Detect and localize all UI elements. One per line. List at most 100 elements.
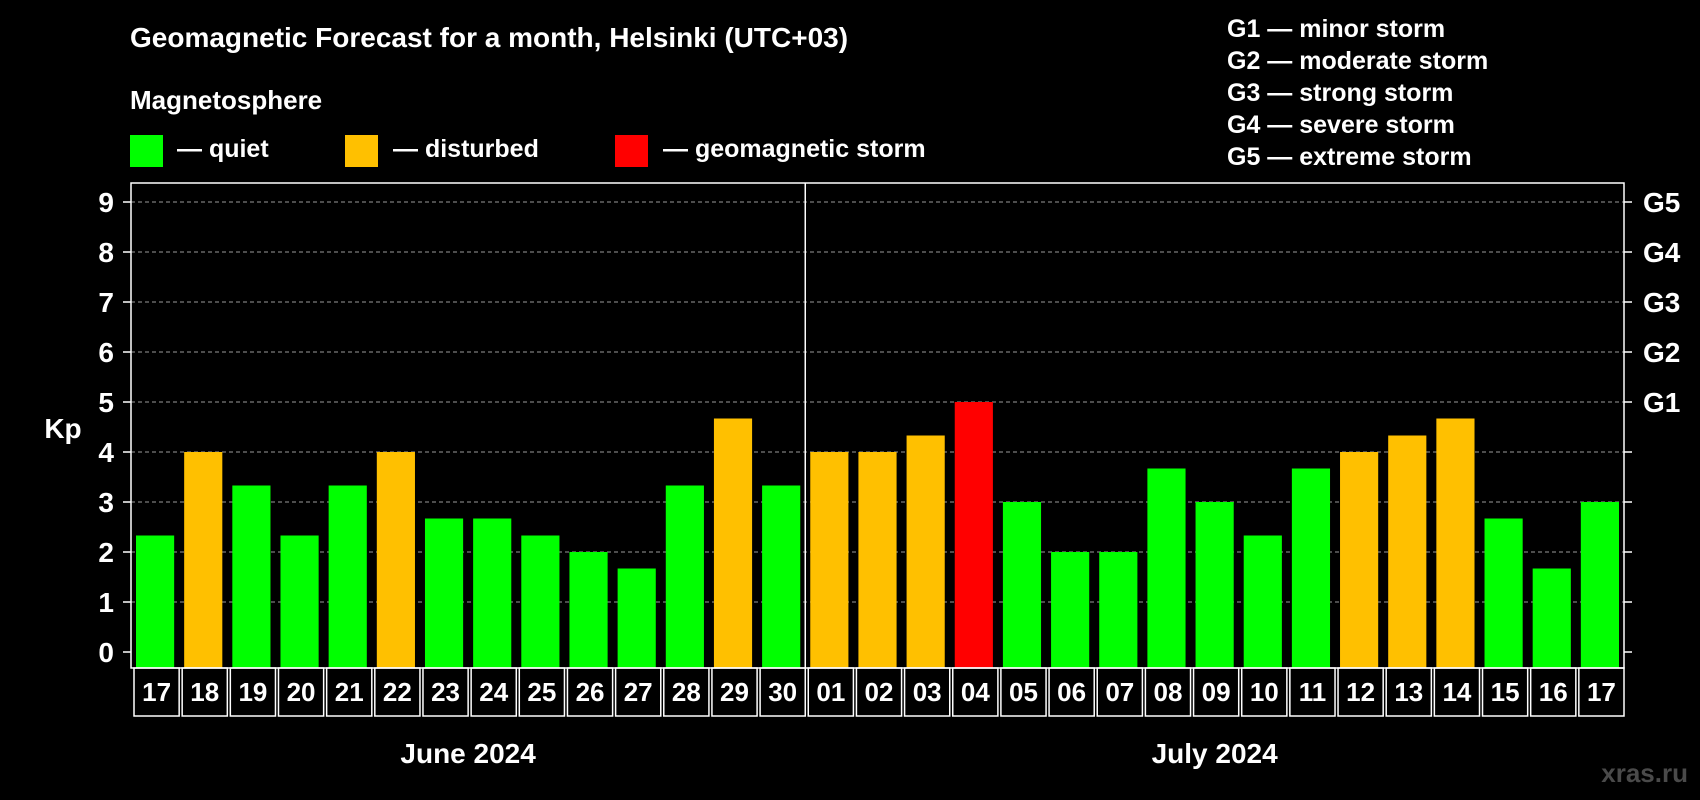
- day-label: 22: [383, 677, 412, 707]
- day-label: 09: [1202, 677, 1231, 707]
- day-label-cell: [807, 667, 855, 717]
- y-tick-label: 6: [98, 337, 114, 368]
- month-label: July 2024: [1152, 738, 1279, 769]
- day-label: 04: [961, 677, 990, 707]
- day-label-cell: [1048, 667, 1095, 717]
- bar: [1243, 535, 1282, 668]
- day-label-cell: [1433, 667, 1481, 717]
- day-label-cell: [133, 667, 180, 717]
- legend-label-disturbed: — disturbed: [393, 135, 539, 163]
- bar: [1580, 502, 1619, 668]
- bars: [136, 402, 1619, 668]
- legend-swatch-quiet: [130, 135, 163, 167]
- day-label-cell: [711, 667, 758, 717]
- day-label: 03: [913, 677, 942, 707]
- bar: [1484, 518, 1523, 668]
- day-labels: 17 18 19 20 21 22 23 24 25 26 27 28 29 30 01 02 03 04 05 06…: [133, 667, 1625, 717]
- day-label-cell: [1240, 667, 1288, 717]
- bar: [1388, 435, 1427, 668]
- storm-level-g5: G5 — extreme storm: [1227, 143, 1472, 171]
- bar: [954, 402, 993, 668]
- legend-label-storm: — geomagnetic storm: [663, 135, 926, 163]
- day-label: 02: [865, 677, 894, 707]
- y-tick-label: 0: [98, 637, 114, 668]
- day-label: 25: [527, 677, 556, 707]
- day-label-cell: [1289, 667, 1336, 717]
- storm-level-g2: G2 — moderate storm: [1227, 47, 1488, 75]
- day-label: 20: [287, 677, 316, 707]
- legend-swatch-storm: [615, 135, 648, 167]
- watermark: xras.ru: [1601, 758, 1688, 788]
- bar: [1340, 452, 1379, 668]
- y-tick-label: 9: [98, 187, 114, 218]
- day-label-cell: [1337, 667, 1384, 717]
- day-label-cell: [759, 667, 807, 717]
- month-labels: June 2024 July 2024: [400, 738, 1278, 769]
- bar: [1195, 502, 1234, 668]
- g-tick-label: G1: [1643, 387, 1680, 418]
- day-label: 08: [1154, 677, 1183, 707]
- storm-level-g1: G1 — minor storm: [1227, 15, 1445, 43]
- g-axis-ticks: G1 G2 G3 G4 G5: [1643, 187, 1681, 418]
- bar: [424, 518, 464, 668]
- day-label-cell: [614, 667, 662, 717]
- bar: [473, 518, 512, 668]
- day-label: 17: [142, 677, 171, 707]
- bar: [280, 535, 319, 668]
- y-tick-label: 8: [98, 237, 114, 268]
- day-label-cell: [277, 667, 325, 717]
- day-label-cell: [566, 667, 614, 717]
- g-tick-label: G2: [1643, 337, 1680, 368]
- bar: [136, 535, 175, 668]
- legend-swatch-disturbed: [345, 135, 378, 167]
- day-label: 17: [1587, 677, 1616, 707]
- y-tick-label: 4: [98, 437, 114, 468]
- y-tick-label: 3: [98, 487, 114, 518]
- g-tick-label: G5: [1643, 187, 1680, 218]
- day-label-cell: [855, 667, 903, 717]
- day-label: 11: [1299, 677, 1327, 707]
- storm-levels-legend: G1 — minor storm G2 — moderate storm G3 …: [1227, 15, 1488, 171]
- day-label: 23: [431, 677, 460, 707]
- day-label: 26: [576, 677, 605, 707]
- day-label: 28: [672, 677, 701, 707]
- day-label-cell: [229, 667, 277, 717]
- y-axis-label: Kp: [44, 413, 81, 444]
- storm-level-g3: G3 — strong storm: [1227, 79, 1453, 107]
- chart-title: Geomagnetic Forecast for a month, Helsin…: [130, 22, 848, 53]
- day-label-cell: [951, 667, 999, 717]
- bar: [1051, 552, 1090, 668]
- day-label-cell: [903, 667, 951, 717]
- day-label-cell: [1481, 667, 1529, 717]
- y-tick-label: 5: [98, 387, 114, 418]
- bar: [858, 452, 897, 668]
- day-label: 12: [1346, 677, 1375, 707]
- legend-label-quiet: — quiet: [177, 135, 269, 163]
- day-label-cell: [422, 667, 469, 717]
- bar: [184, 452, 223, 668]
- g-tick-label: G3: [1643, 287, 1680, 318]
- month-label: June 2024: [400, 738, 536, 769]
- bar: [665, 485, 704, 668]
- day-label-cell: [1144, 667, 1192, 717]
- bar: [762, 485, 801, 668]
- bar: [521, 535, 560, 668]
- y-tick-label: 2: [98, 537, 114, 568]
- day-label: 01: [816, 677, 845, 707]
- g-tick-label: G4: [1643, 237, 1681, 268]
- day-label-cell: [1096, 667, 1144, 717]
- day-label: 07: [1105, 677, 1134, 707]
- bar: [569, 552, 608, 668]
- y-tick-label: 7: [98, 287, 114, 318]
- day-label-cell: [1529, 667, 1577, 717]
- day-label: 05: [1009, 677, 1038, 707]
- day-label: 15: [1491, 677, 1520, 707]
- bar: [328, 485, 367, 668]
- day-label-cell: [518, 667, 566, 717]
- day-label-cell: [1000, 667, 1047, 717]
- day-label-cell: [663, 667, 710, 717]
- bar: [1002, 502, 1042, 668]
- day-label: 19: [238, 677, 267, 707]
- day-label-cell: [1385, 667, 1433, 717]
